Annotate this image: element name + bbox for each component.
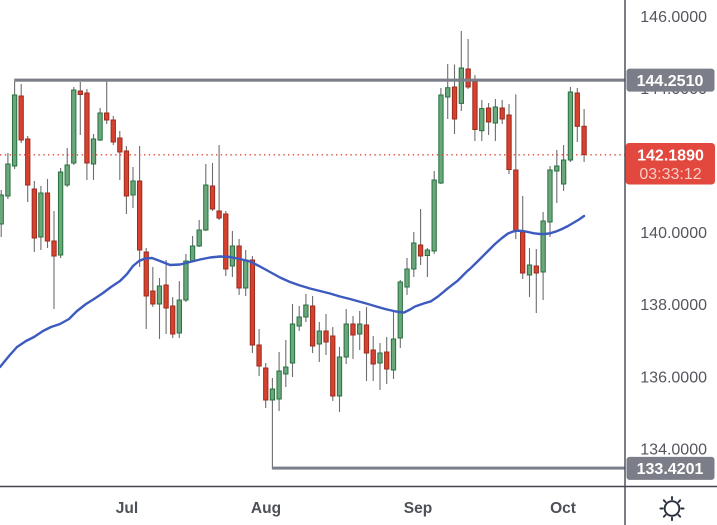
svg-text:Aug: Aug	[251, 500, 281, 517]
svg-text:134.0000: 134.0000	[640, 441, 707, 458]
svg-text:146.0000: 146.0000	[640, 9, 707, 26]
svg-text:Oct: Oct	[550, 500, 576, 517]
svg-text:Sep: Sep	[404, 500, 432, 517]
svg-text:Jul: Jul	[116, 500, 138, 517]
svg-text:03:33:12: 03:33:12	[639, 166, 701, 183]
svg-text:140.0000: 140.0000	[640, 225, 707, 242]
svg-text:144.2510: 144.2510	[637, 73, 704, 90]
svg-text:133.4201: 133.4201	[637, 461, 704, 478]
svg-text:138.0000: 138.0000	[640, 297, 707, 314]
svg-text:136.0000: 136.0000	[640, 369, 707, 386]
svg-text:142.1890: 142.1890	[637, 148, 704, 165]
